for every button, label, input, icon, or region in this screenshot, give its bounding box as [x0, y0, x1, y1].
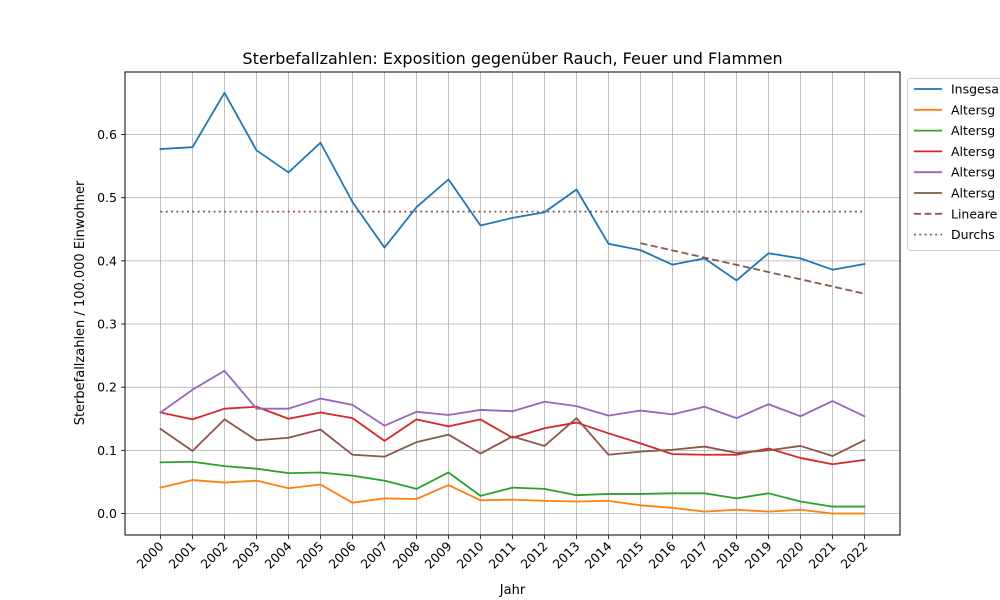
- grid: [125, 72, 900, 535]
- y-axis: 0.0 0.1 0.2 0.3 0.4 0.5 0.6: [97, 127, 125, 521]
- series-line-5: [159, 417, 866, 458]
- y-tick-label: 0.6: [97, 127, 117, 142]
- y-tick-label: 0.1: [97, 443, 117, 458]
- legend-box: [907, 78, 1000, 251]
- series-line-4: [159, 369, 866, 427]
- y-tick-label: 0.2: [97, 380, 117, 395]
- y-tick-label: 0.3: [97, 317, 117, 332]
- legend-label-4: Altersg: [951, 165, 995, 180]
- y-tick-label: 0.5: [97, 190, 117, 205]
- legend-label-6: Lineare: [951, 206, 998, 221]
- legend-label-1: Altersg: [951, 102, 995, 117]
- series-line-1: [159, 479, 866, 515]
- series-line-6: [640, 242, 865, 295]
- y-tick-label: 0.4: [97, 253, 117, 268]
- chart-title: Sterbefallzahlen: Exposition gegenüber R…: [242, 49, 782, 68]
- legend-label-7: Durchs: [951, 227, 995, 242]
- legend: Insgesa Altersg Altersg Altersg Altersg Alter…: [907, 78, 1000, 251]
- plot-area: [124, 71, 901, 536]
- x-axis-label: Jahr: [499, 583, 526, 598]
- legend-label-3: Altersg: [951, 144, 995, 159]
- series-line-2: [159, 460, 866, 508]
- series-line-0: [159, 91, 866, 282]
- legend-label-2: Altersg: [951, 123, 995, 138]
- y-axis-label: Sterbefallzahlen / 100.000 Einwohner: [73, 180, 88, 425]
- legend-label-0: Insgesa: [951, 82, 999, 97]
- y-tick-label: 0.0: [97, 506, 117, 521]
- series-group: [159, 91, 866, 515]
- legend-label-5: Altersg: [951, 186, 995, 201]
